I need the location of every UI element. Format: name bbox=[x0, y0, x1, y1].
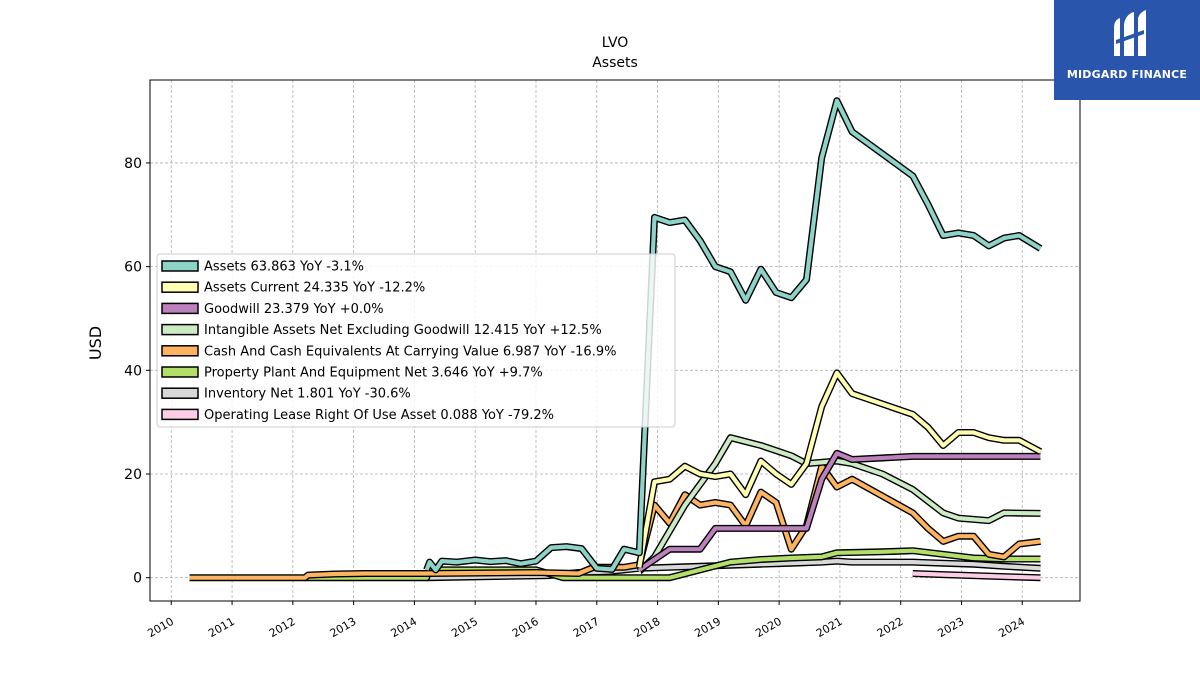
legend-entry: Assets 63.863 YoY -3.1% bbox=[204, 260, 364, 275]
legend-entry: Goodwill 23.379 YoY +0.0% bbox=[204, 302, 384, 317]
y-tick-label: 20 bbox=[124, 467, 142, 483]
legend-swatch bbox=[161, 302, 199, 315]
x-tick-label: 2017 bbox=[571, 615, 602, 640]
legend-entry: Intangible Assets Net Excluding Goodwill… bbox=[204, 323, 602, 338]
brand-logo: MIDGARD FINANCE bbox=[1054, 0, 1200, 100]
legend-swatch bbox=[161, 387, 199, 399]
legend-swatch bbox=[161, 260, 199, 272]
legend-frame bbox=[156, 253, 676, 428]
plot-frame bbox=[149, 79, 1081, 602]
legend-swatch bbox=[161, 408, 199, 421]
x-tick-label: 2010 bbox=[145, 615, 176, 640]
y-tick-label: 60 bbox=[124, 260, 142, 276]
series-line-7 bbox=[912, 570, 1041, 582]
legend-swatch bbox=[161, 345, 199, 357]
x-tick-label: 2022 bbox=[875, 615, 906, 640]
series-line-1 bbox=[635, 369, 1043, 568]
x-tick-label: 2020 bbox=[753, 615, 784, 640]
chart-title: LVO bbox=[602, 35, 629, 51]
chart-subtitle: Assets bbox=[592, 55, 638, 71]
y-tick-label: 80 bbox=[124, 156, 142, 172]
y-tick-label: 40 bbox=[124, 363, 142, 379]
x-tick-label: 2018 bbox=[632, 615, 663, 640]
x-tick-label: 2024 bbox=[996, 615, 1027, 640]
midgard-logo-icon bbox=[1114, 10, 1146, 56]
legend-swatch bbox=[161, 323, 199, 336]
legend: Assets 63.863 YoY -3.1% Assets Current 24… bbox=[156, 253, 676, 428]
x-tick-label: 2019 bbox=[692, 615, 723, 640]
legend-swatch bbox=[161, 366, 199, 378]
legend-entry: Property Plant And Equipment Net 3.646 Y… bbox=[204, 366, 543, 381]
legend-entry: Assets Current 24.335 YoY -12.2% bbox=[204, 281, 425, 296]
y-axis-label: USD bbox=[86, 326, 105, 360]
legend-entry: Cash And Cash Equivalents At Carrying Va… bbox=[204, 344, 616, 359]
x-tick-label: 2012 bbox=[267, 615, 298, 640]
x-tick-label: 2011 bbox=[206, 615, 237, 640]
x-tick-label: 2021 bbox=[814, 615, 845, 640]
series-line-4 bbox=[189, 462, 1041, 582]
series-line-0 bbox=[423, 97, 1043, 574]
x-tick-label: 2014 bbox=[389, 615, 420, 640]
series-line-2 bbox=[637, 449, 1041, 573]
legend-entry: Operating Lease Right Of Use Asset 0.088… bbox=[204, 408, 554, 423]
legend-entry: Inventory Net 1.801 YoY -30.6% bbox=[204, 387, 411, 402]
x-tick-label: 2015 bbox=[449, 615, 480, 640]
logo-text: MIDGARD FINANCE bbox=[1066, 68, 1188, 81]
x-tick-label: 2016 bbox=[510, 615, 541, 640]
legend-swatch bbox=[161, 281, 199, 293]
y-tick-label: 0 bbox=[133, 571, 142, 587]
x-tick-label: 2013 bbox=[328, 615, 359, 640]
x-tick-label: 2023 bbox=[936, 615, 967, 640]
